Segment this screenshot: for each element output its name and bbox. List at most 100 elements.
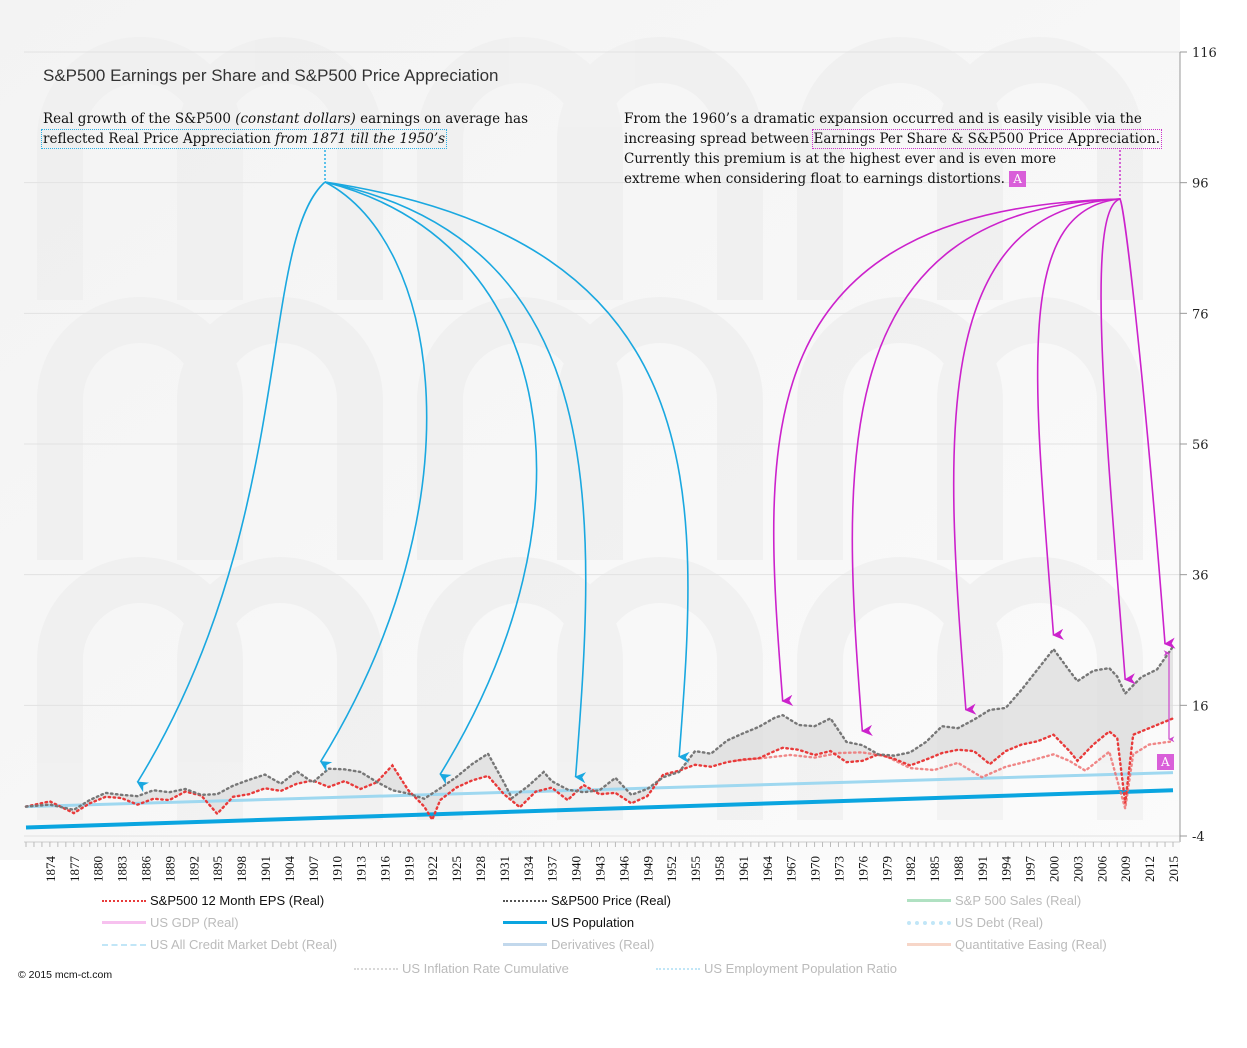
chart-title: S&P500 Earnings per Share and S&P500 Pri… <box>43 66 499 85</box>
x-tick-label: 1898 <box>234 856 249 882</box>
legend-swatch <box>907 899 951 902</box>
legend-item-population[interactable]: US Population <box>503 915 634 930</box>
y-axis: 116 96 76 56 36 16 -4 <box>1179 46 1217 845</box>
x-tick-label: 1919 <box>401 856 416 882</box>
legend-swatch <box>503 899 547 902</box>
legend-item-derivatives[interactable]: Derivatives (Real) <box>503 937 654 952</box>
legend-label: US Inflation Rate Cumulative <box>402 961 569 976</box>
x-tick-label: 1991 <box>975 856 990 882</box>
legend-item-qe[interactable]: Quantitative Easing (Real) <box>907 937 1107 952</box>
watermark-glyph <box>37 37 383 300</box>
legend-label: S&P 500 Sales (Real) <box>955 893 1082 908</box>
arrow-left <box>324 181 538 785</box>
x-tick-label: 1880 <box>91 856 106 882</box>
x-tick-label: 1970 <box>808 856 823 882</box>
legend-item-price[interactable]: S&P500 Price (Real) <box>503 893 671 908</box>
grid-lines <box>24 51 1180 837</box>
legend-label: US All Credit Market Debt (Real) <box>150 937 338 952</box>
y-tick-label: 56 <box>1192 438 1209 453</box>
legend-item-us-debt[interactable]: US Debt (Real) <box>907 915 1043 930</box>
copyright: © 2015 mcm-ct.com <box>18 969 113 981</box>
x-tick-label: 2003 <box>1070 856 1085 882</box>
x-tick-label: 1889 <box>162 856 177 882</box>
x-tick-label: 1988 <box>951 856 966 882</box>
y-tick-label: 96 <box>1192 177 1209 192</box>
series-line-price <box>24 645 1175 812</box>
annotation-right-line1: From the 1960’s a dramatic expansion occ… <box>624 111 1142 127</box>
x-tick-label: 1922 <box>425 856 440 882</box>
watermark <box>37 37 1143 820</box>
arrow-right <box>772 198 1121 706</box>
footnote-badge: A <box>1009 171 1026 187</box>
watermark-glyph <box>797 557 1143 820</box>
legend-label: US Employment Population Ratio <box>704 961 897 976</box>
series-line-eps-float <box>733 740 1175 809</box>
arrow-left <box>319 181 428 772</box>
annotation-left-text-2: earnings on average has <box>355 111 529 127</box>
arrow-right <box>851 198 1121 736</box>
legend-label: Quantitative Easing (Real) <box>955 937 1107 952</box>
legend-label: US Population <box>551 915 635 930</box>
y-tick-label: 76 <box>1192 307 1209 322</box>
arrow-left <box>324 181 587 784</box>
annotation-left-italic: (constant dollars) <box>235 111 356 127</box>
x-tick-label: 1907 <box>306 856 321 883</box>
arrow-right <box>1100 198 1136 685</box>
x-tick-label: 1997 <box>1023 856 1038 883</box>
series-lines <box>24 645 1175 830</box>
legend-label: S&P500 12 Month EPS (Real) <box>150 893 325 908</box>
legend-swatch <box>656 967 700 970</box>
legend-swatch <box>102 943 146 946</box>
arrow-left <box>136 181 326 793</box>
x-tick-label: 1946 <box>616 856 631 883</box>
x-axis: 1874 1877 1880 1883 1886 1889 1892 1895 1898 1901… <box>24 841 1181 883</box>
y-tick-label: 16 <box>1192 699 1209 714</box>
x-tick-label: 1973 <box>831 856 846 882</box>
watermark-glyph <box>417 37 763 300</box>
series-line-us-population <box>25 788 1174 830</box>
legend-swatch <box>503 921 547 924</box>
legend-item-credit-debt[interactable]: US All Credit Market Debt (Real) <box>102 937 337 952</box>
x-tick-label: 1895 <box>210 856 225 882</box>
legend-item-employment[interactable]: US Employment Population Ratio <box>656 961 897 976</box>
x-tick-label: 1961 <box>736 856 751 882</box>
x-tick-label: 1928 <box>473 856 488 882</box>
x-tick-label: 2000 <box>1047 856 1062 882</box>
legend-swatch <box>907 920 951 925</box>
chart-footnote-badge: A <box>1157 754 1174 770</box>
x-tick-label: 2015 <box>1166 856 1181 882</box>
x-tick-label: 2012 <box>1142 856 1157 882</box>
legend-swatch <box>354 967 398 970</box>
annotation-left: Real growth of the S&P500 (constant doll… <box>40 109 563 149</box>
annotation-left-text: Real growth of the S&P500 <box>43 111 236 127</box>
x-tick-label: 1916 <box>377 856 392 883</box>
legend-item-eps[interactable]: S&P500 12 Month EPS (Real) <box>102 893 324 908</box>
x-tick-label: 2009 <box>1118 856 1133 882</box>
legend-item-sales[interactable]: S&P 500 Sales (Real) <box>907 893 1081 908</box>
x-tick-label: 1994 <box>999 856 1014 883</box>
watermark-glyph <box>797 37 1143 300</box>
annotation-right-line4: extreme when considering float to earnin… <box>624 171 1005 187</box>
x-tick-label: 1958 <box>712 856 727 882</box>
x-tick-label: 1874 <box>43 856 58 883</box>
annotation-right-line2: increasing spread between <box>624 131 814 147</box>
legend-item-inflation[interactable]: US Inflation Rate Cumulative <box>354 961 569 976</box>
x-tick-label: 1940 <box>569 856 584 882</box>
x-tick-label: 1904 <box>282 856 297 883</box>
legend-swatch <box>102 899 146 902</box>
x-tick-label: 1910 <box>330 856 345 882</box>
y-tick-label: 116 <box>1192 46 1217 61</box>
x-tick-label: 1931 <box>497 856 512 882</box>
legend-item-gdp[interactable]: US GDP (Real) <box>102 915 239 930</box>
legend-swatch <box>503 943 547 946</box>
watermark-glyph <box>417 297 763 560</box>
legend-swatch <box>102 921 146 924</box>
x-tick-label: 1877 <box>67 856 82 883</box>
x-tick-label: 1949 <box>640 856 655 882</box>
legend-label: S&P500 Price (Real) <box>551 893 671 908</box>
annotation-right-line3: Currently this premium is at the highest… <box>624 151 1057 167</box>
legend-label: US GDP (Real) <box>150 915 239 930</box>
x-tick-label: 1952 <box>664 856 679 882</box>
annotation-left-highlight: reflected Real Price Appreciation from 1… <box>40 129 448 149</box>
